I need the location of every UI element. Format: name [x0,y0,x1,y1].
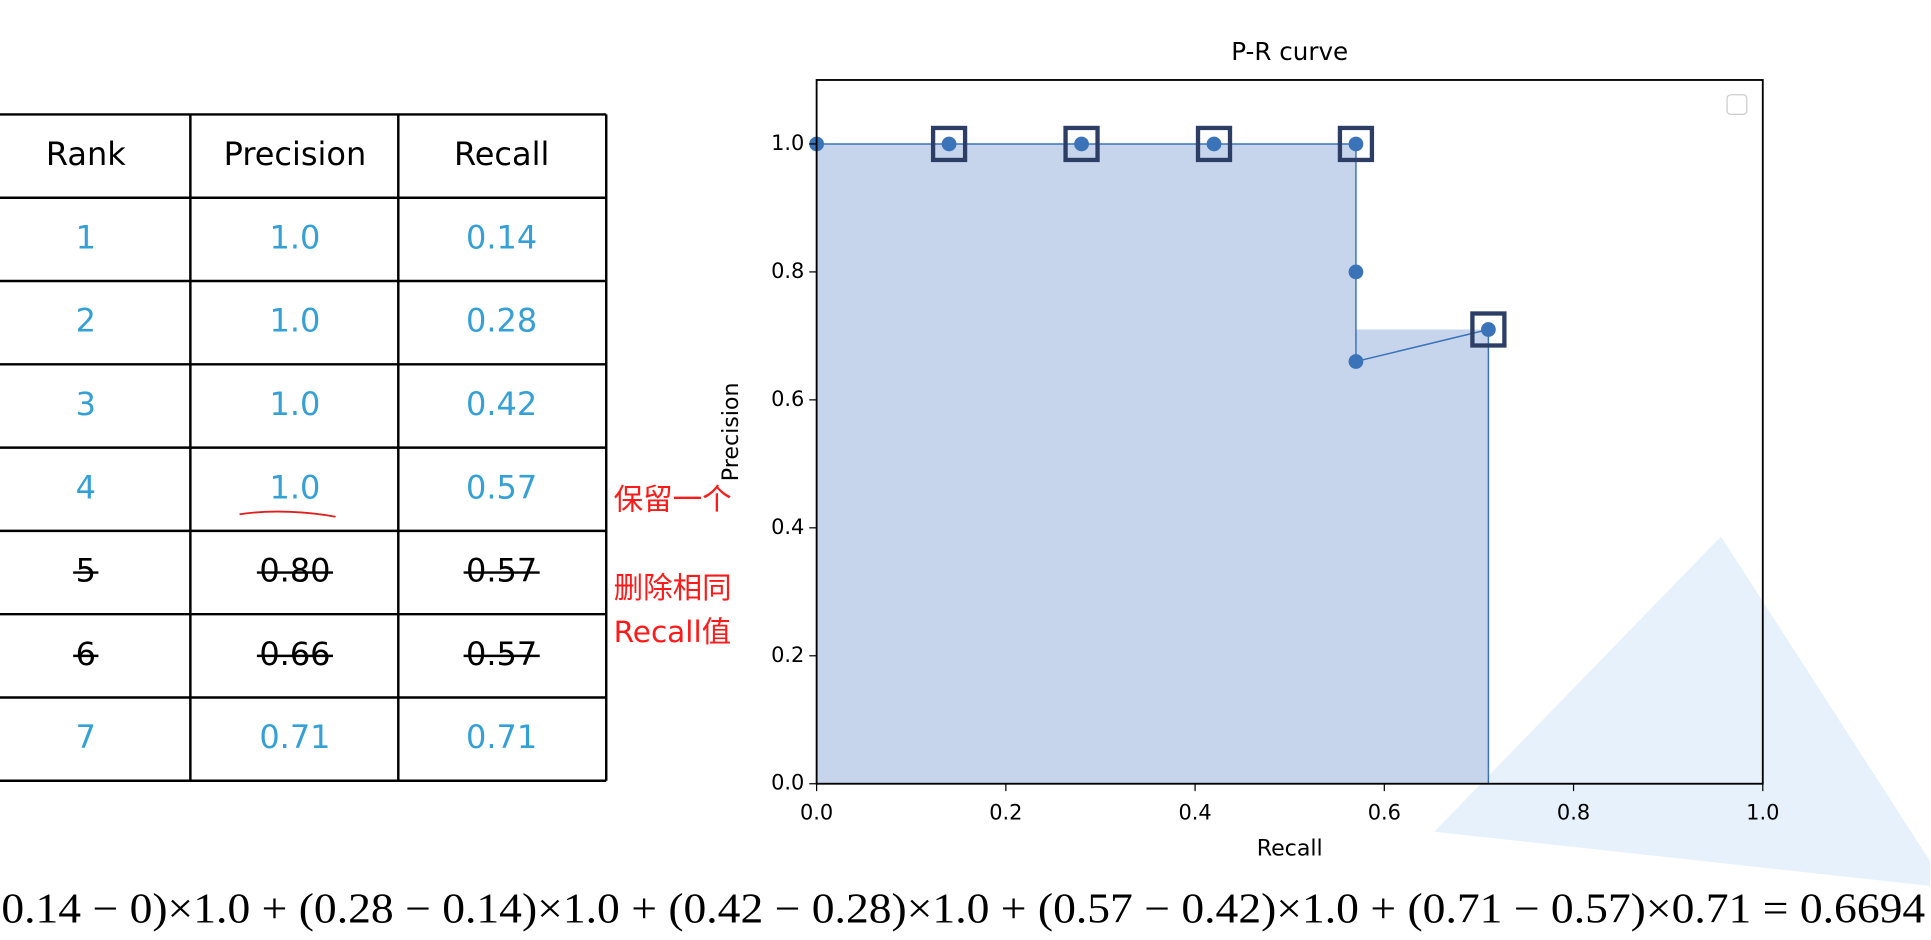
y-tick-label: 1.0 [771,131,804,155]
table-cell: 1.0 [270,385,321,423]
y-tick-label: 0.4 [771,515,804,539]
x-tick-label: 0.8 [1557,800,1590,824]
table-cell: 0.71 [466,718,537,756]
x-tick-label: 0.6 [1368,800,1401,824]
annotation: 删除相同 [614,571,732,605]
kept-point-box [1195,125,1233,163]
x-tick-label: 0.2 [989,800,1022,824]
annotation: 保留一个 [614,482,732,516]
kept-point-box [1470,311,1507,348]
pr-line [816,143,1489,363]
table-cell: 1.0 [270,218,321,256]
legend [1726,94,1748,116]
kept-point-box [1063,125,1100,163]
table-cell: 1 [76,218,96,256]
pr-area [816,143,1489,784]
point [941,136,957,152]
point [1348,264,1364,280]
point [1348,136,1364,152]
table-cell: 1.0 [270,302,321,340]
point [1206,136,1222,152]
annotation: Recall值 [614,615,732,649]
y-axis-label: Precision [718,382,744,481]
chart-title: P-R curve [1231,37,1348,66]
table-cell: 1.0 [270,468,321,506]
table: Rank Precision Recall 1 1.0 0.14 2 1.0 0.28 3 1.0 0… [0,113,608,783]
table-cell: 3 [76,385,96,423]
plot-frame [815,79,1764,785]
kept-point-box [1337,125,1375,163]
table-cell: 0.28 [466,302,537,340]
table-cell: 0.66 [259,635,330,673]
x-axis-label: Recall [1257,835,1323,861]
decoration [1434,536,1931,886]
table-cell: 4 [76,468,96,506]
y-tick-label: 0.0 [771,771,804,795]
x-tick-label: 0.4 [1178,800,1211,824]
x-tick-label: 0.0 [800,800,833,824]
y-tick-label: 0.2 [771,643,804,667]
table-cell: 6 [76,635,96,673]
table-cell: 0.14 [466,218,537,256]
point [1348,354,1364,369]
y-tick-label: 0.8 [771,259,804,283]
formula: (0.14 − 0)×1.0 + (0.28 − 0.14)×1.0 + (0.… [0,887,1925,933]
table-cell: 5 [76,552,96,590]
table-header: Precision [224,135,367,173]
table-header: Rank [46,135,126,173]
kept-point-box [930,125,968,163]
y-tick-label: 0.6 [771,387,804,411]
table-cell: 2 [76,302,96,340]
table-cell: 0.71 [259,718,330,756]
chart: P-R curve Recall Precision 0.0 0.2 0.4 0.6 0.8 1… [718,37,1779,862]
table-cell: 0.57 [466,635,537,673]
table-cell: 0.80 [259,552,330,590]
handwritten-underline [239,510,336,518]
point [1481,322,1496,337]
table-cell: 7 [76,718,96,756]
table-cell: 0.57 [466,468,537,506]
point [1074,136,1089,152]
table-cell: 0.57 [466,552,537,590]
table-header: Recall [454,135,549,173]
table-cell: 0.42 [466,385,537,423]
x-tick-label: 1.0 [1746,800,1779,824]
